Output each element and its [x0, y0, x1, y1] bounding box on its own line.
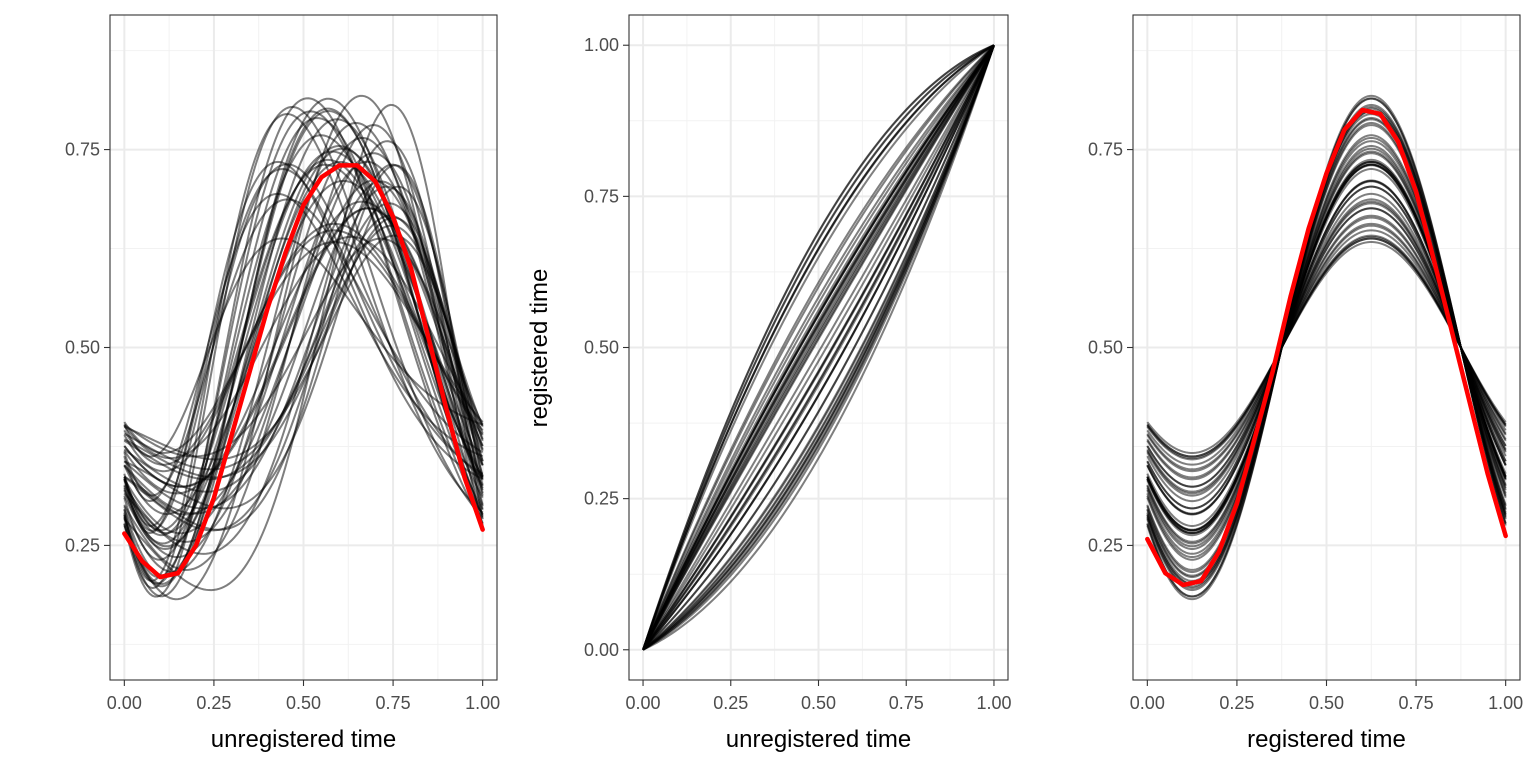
y-tick-label: 0.00: [584, 640, 619, 660]
curve-line: [123, 97, 484, 598]
curve-line: [642, 44, 995, 651]
mean-curve-group: [122, 163, 485, 580]
curve-line: [642, 44, 995, 651]
y-tick-label: 0.50: [65, 338, 100, 358]
curve-line: [642, 44, 995, 651]
y-tick-label: 1.00: [584, 35, 619, 55]
curve-line: [642, 44, 995, 651]
curve-line: [642, 44, 995, 651]
curve-line: [123, 124, 484, 571]
curve-line: [123, 94, 484, 601]
x-axis-title: registered time: [1247, 726, 1406, 753]
x-tick-label: 1.00: [465, 693, 500, 713]
curve-line: [642, 44, 995, 651]
curve-line: [123, 140, 484, 555]
x-tick-label: 0.75: [376, 693, 411, 713]
x-tick-label: 0.50: [801, 693, 836, 713]
curve-line: [642, 44, 995, 651]
x-tick-label: 0.00: [107, 693, 142, 713]
curve-line: [123, 168, 484, 527]
curve-line: [642, 44, 995, 651]
curve-line: [642, 44, 995, 651]
x-tick-label: 0.75: [1399, 693, 1434, 713]
y-tick-label: 0.50: [1088, 338, 1123, 358]
axis-ticks: 0.00 0.25 0.50 0.75 1.00 0.00 0.25 0.50 0.75 1.00: [584, 35, 1012, 713]
y-tick-label: 0.75: [65, 140, 100, 160]
x-tick-label: 0.50: [1309, 693, 1344, 713]
curve-line: [642, 44, 995, 651]
curve-line: [642, 44, 995, 651]
x-axis-title: unregistered time: [211, 726, 396, 753]
curve-line: [642, 44, 995, 651]
curve-line: [642, 44, 995, 651]
axis-ticks: 0.00 0.25 0.50 0.75 1.00 0.25 0.50 0.75: [65, 140, 500, 713]
y-tick-label: 0.25: [1088, 535, 1123, 555]
curve-lines: [642, 44, 995, 651]
curve-line: [642, 44, 995, 651]
y-tick-label: 0.75: [1088, 140, 1123, 160]
curve-line: [642, 44, 995, 651]
curve-line: [123, 136, 484, 559]
x-tick-label: 1.00: [1488, 693, 1523, 713]
y-tick-label: 0.25: [65, 535, 100, 555]
curve-line: [642, 44, 995, 651]
curve-line: [123, 134, 484, 561]
x-tick-label: 0.25: [1219, 693, 1254, 713]
axis-ticks: 0.00 0.25 0.50 0.75 1.00 0.25 0.50 0.75: [1088, 140, 1523, 713]
x-tick-label: 0.00: [626, 693, 661, 713]
curve-line: [642, 44, 995, 651]
curve-line: [642, 44, 995, 651]
curve-line: [123, 163, 484, 532]
y-tick-label: 0.75: [584, 186, 619, 206]
curve-line: [123, 163, 484, 532]
x-tick-label: 0.25: [713, 693, 748, 713]
curve-line: [1146, 145, 1507, 550]
curve-line: [1146, 235, 1507, 460]
curve-line: [642, 44, 995, 651]
x-tick-label: 0.25: [196, 693, 231, 713]
curve-line: [123, 113, 484, 582]
panel-warping-functions: 0.00 0.25 0.50 0.75 1.00 0.00 0.25 0.50 0.75 1.00…: [526, 14, 1012, 753]
curve-lines: [123, 94, 484, 601]
mean-curve: [122, 163, 485, 580]
curve-line: [642, 44, 995, 651]
mean-curve: [1145, 107, 1508, 588]
curve-line: [642, 44, 995, 651]
y-axis-title: registered time: [526, 269, 553, 428]
mean-curve-group: [1145, 107, 1508, 588]
x-tick-label: 0.75: [889, 693, 924, 713]
panel-registered-curves: 0.00 0.25 0.50 0.75 1.00 0.25 0.50 0.75 registe…: [1088, 14, 1523, 753]
curve-line: [123, 110, 484, 585]
panel-unregistered-curves: 0.00 0.25 0.50 0.75 1.00 0.25 0.50 0.75 unregis…: [65, 14, 500, 753]
curve-line: [642, 44, 995, 651]
grid-lines: [1133, 15, 1520, 680]
x-tick-label: 0.50: [286, 693, 321, 713]
x-axis-title: unregistered time: [726, 726, 911, 753]
y-tick-label: 0.50: [584, 338, 619, 358]
x-tick-label: 0.00: [1130, 693, 1165, 713]
curve-line: [123, 103, 484, 592]
curve-line: [642, 44, 995, 651]
y-tick-label: 0.25: [584, 489, 619, 509]
x-tick-label: 1.00: [976, 693, 1011, 713]
